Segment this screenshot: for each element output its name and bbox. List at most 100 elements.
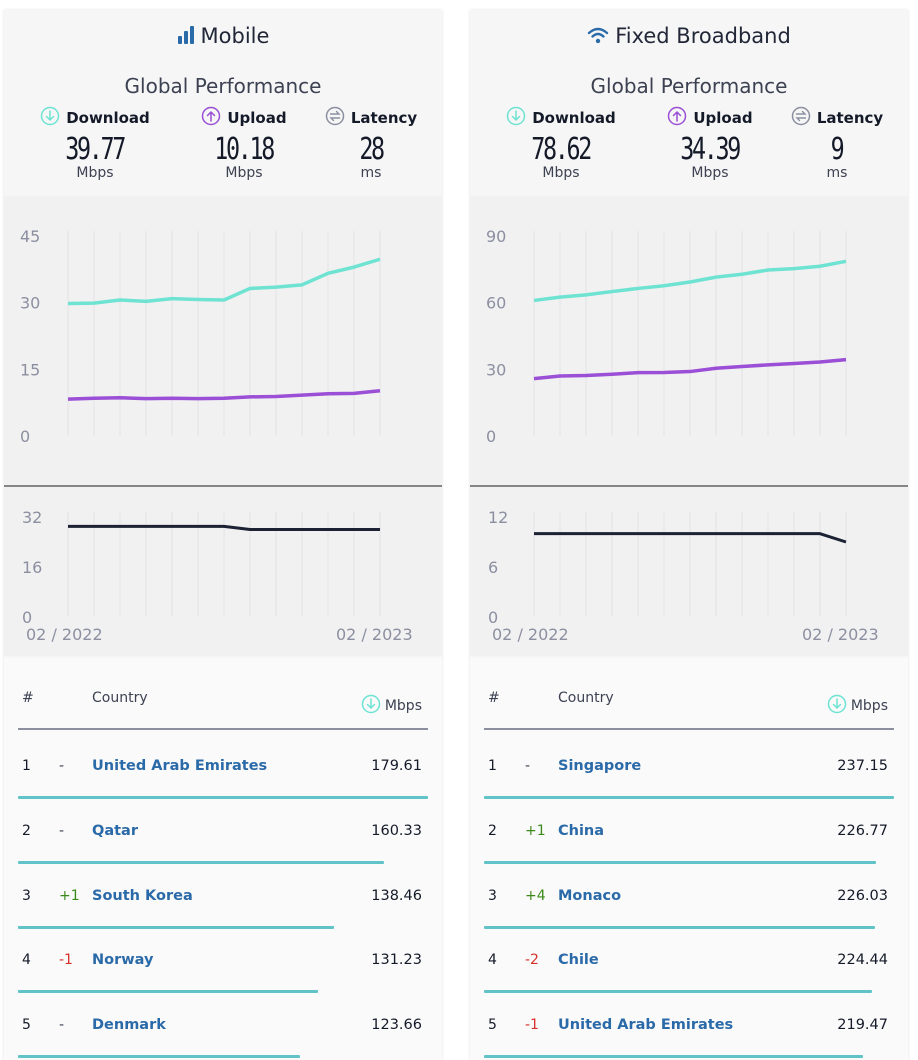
rank-number: 3: [488, 887, 497, 904]
column-header-rank: #: [22, 690, 34, 706]
speed-bar: [484, 990, 872, 994]
rank-number: 4: [488, 952, 497, 969]
speed-value: 224.44: [837, 952, 888, 969]
y-tick-label: 0: [486, 427, 496, 446]
rank-number: 2: [488, 822, 497, 839]
latency-icon: [325, 106, 345, 130]
metric-label: Download: [532, 109, 616, 127]
metric-header: Upload: [667, 106, 753, 130]
table-row[interactable]: 4 -1 Norway 131.23: [4, 928, 442, 994]
global-performance-heading: Global Performance: [590, 74, 788, 98]
metric-label: Upload: [693, 109, 753, 127]
y-tick-label: 0: [488, 608, 498, 627]
download-arrow-icon: [361, 694, 381, 718]
metric-latency: Latency 28 ms: [306, 106, 436, 181]
y-tick-label: 30: [486, 360, 506, 379]
speed-value: 179.61: [371, 758, 422, 774]
rank-number: 5: [488, 1017, 497, 1034]
table-row[interactable]: 5 - Denmark 123.66: [4, 993, 442, 1059]
country-link[interactable]: Monaco: [558, 887, 622, 904]
column-header-speed[interactable]: Mbps: [361, 694, 422, 718]
table-row[interactable]: 5 -1 United Arab Emirates 219.47: [470, 993, 908, 1059]
metric-download: Download 78.62 Mbps: [496, 106, 626, 181]
speed-bar: [18, 796, 428, 799]
series-line-latency: [68, 524, 380, 531]
y-tick-label: 15: [20, 360, 40, 379]
speed-bar: [18, 990, 318, 994]
speed-value: 226.77: [837, 822, 888, 839]
rank-number: 5: [22, 1017, 31, 1034]
rank-change: -: [59, 1017, 65, 1034]
download-arrow-icon: [40, 106, 60, 130]
table-row[interactable]: 1 - Singapore 237.15: [470, 734, 908, 799]
country-link[interactable]: Qatar: [92, 822, 138, 839]
rank-change: -1: [525, 1017, 539, 1034]
table-row[interactable]: 3 +1 South Korea 138.46: [4, 864, 442, 929]
speed-value: 160.33: [371, 822, 422, 839]
table-row[interactable]: 3 +4 Monaco 226.03: [470, 864, 908, 929]
metric-header: Latency: [791, 106, 883, 130]
signal-bars-icon: [177, 24, 201, 48]
y-tick-label: 60: [486, 294, 506, 313]
metric-label: Download: [66, 109, 150, 127]
table-row[interactable]: 2 +1 China 226.77: [470, 799, 908, 864]
x-axis-start-label: 02 / 2022: [492, 625, 569, 644]
speed-bar: [484, 860, 877, 864]
panel-title: Mobile: [4, 24, 442, 48]
table-row[interactable]: 4 -2 Chile 224.44: [470, 928, 908, 994]
metric-unit: ms: [826, 165, 848, 181]
series-line-upload: [533, 357, 847, 381]
y-tick-label: 90: [486, 227, 506, 246]
metric-upload: Upload 10.18 Mbps: [179, 106, 309, 181]
column-header-country[interactable]: Country: [92, 690, 148, 706]
country-link[interactable]: Norway: [92, 952, 154, 969]
rank-change: -2: [525, 952, 539, 969]
speed-value: 237.15: [837, 758, 888, 774]
table-row[interactable]: 1 - United Arab Emirates 179.61: [4, 734, 442, 799]
series-line-download: [533, 259, 847, 303]
rank-number: 1: [22, 758, 31, 774]
speed-bar: [484, 1055, 864, 1059]
speed-value: 131.23: [371, 952, 422, 969]
country-link[interactable]: Chile: [558, 952, 599, 969]
metric-header: Download: [40, 106, 150, 130]
country-link[interactable]: South Korea: [92, 887, 193, 904]
metric-label: Upload: [227, 109, 287, 127]
x-axis-end-label: 02 / 2023: [336, 625, 413, 644]
series-line-download: [67, 257, 381, 306]
upload-arrow-icon: [667, 106, 687, 130]
rank-change: -: [59, 822, 65, 839]
metric-label: Latency: [816, 109, 884, 127]
metric-value: 39.77: [65, 132, 127, 167]
country-ranking-table: # Country Mbps 1 - Singapore 237.15 2 +1 China 226…: [470, 658, 908, 1060]
column-header-country[interactable]: Country: [558, 690, 614, 706]
country-link[interactable]: Denmark: [92, 1017, 166, 1034]
speed-bar: [18, 925, 335, 929]
rank-number: 2: [22, 822, 31, 839]
rank-change: -1: [59, 952, 73, 969]
rank-number: 3: [22, 887, 31, 904]
metric-header: Download: [506, 106, 616, 130]
country-link[interactable]: United Arab Emirates: [558, 1017, 734, 1034]
speed-bar: [18, 860, 384, 864]
rank-number: 1: [488, 758, 497, 774]
table-row[interactable]: 2 - Qatar 160.33: [4, 799, 442, 864]
download-arrow-icon: [827, 694, 847, 718]
header-divider: [484, 728, 894, 730]
speed-value: 123.66: [371, 1017, 422, 1034]
y-tick-label: 12: [488, 508, 508, 527]
y-tick-label: 0: [22, 608, 32, 627]
country-link[interactable]: Singapore: [558, 758, 642, 774]
column-header-speed[interactable]: Mbps: [827, 694, 888, 718]
country-link[interactable]: United Arab Emirates: [92, 758, 268, 774]
speed-bar: [18, 1055, 301, 1059]
metric-value: 34.39: [680, 132, 742, 167]
speed-value: 138.46: [371, 887, 422, 904]
country-link[interactable]: China: [558, 822, 605, 839]
fixed-broadband-panel: Fixed Broadband Global Performance Downloa…: [470, 10, 908, 1060]
metric-unit: Mbps: [225, 165, 263, 181]
metric-value: 28: [359, 132, 385, 167]
y-tick-label: 6: [488, 558, 498, 577]
metric-upload: Upload 34.39 Mbps: [645, 106, 775, 181]
